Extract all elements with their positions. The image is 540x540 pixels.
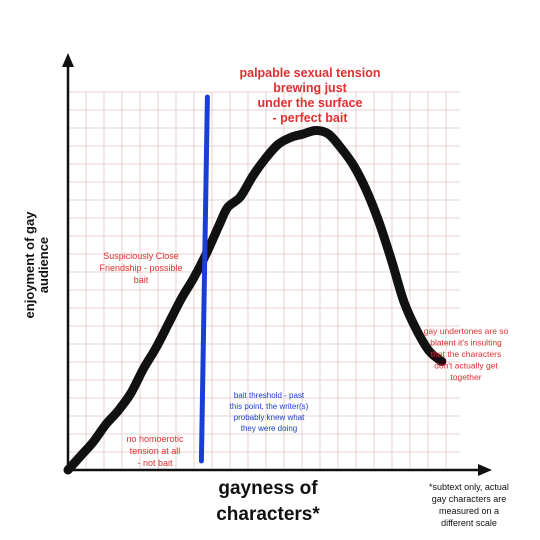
footnote-line: gay characters are [432,494,507,504]
bait-threshold-line [198,94,210,464]
annotation-bait-threshold-line: they were doing [241,424,297,433]
axes [62,53,492,476]
annotation-bait-threshold-line: bait threshold - past [234,391,305,400]
annotation-no-tension-line: no homoerotic [126,434,184,444]
annotation-friendship: Suspiciously Close Friendship - possible b… [99,251,182,285]
annotation-friendship-line: bait [134,275,149,285]
enjoyment-curve [63,126,447,475]
annotation-friendship-line: Friendship - possible [99,263,182,273]
annotation-peak: palpable sexual tension brewing just under… [239,66,380,125]
y-axis-label-line: enjoyment of gay [22,211,37,319]
annotation-peak-line: under the surface [258,96,363,110]
annotation-peak-line: palpable sexual tension [239,66,380,80]
text-layer: palpable sexual tension brewing just under… [22,66,509,528]
y-axis-label-line: audience [36,237,51,293]
annotation-peak-line: - perfect bait [272,111,348,125]
footnote-line: *subtext only, actual [429,482,509,492]
annotation-undertones-line: blatent it's insulting [430,338,502,348]
annotation-undertones-line: that the characters [431,349,501,359]
annotation-undertones: gay undertones are so blatent it's insult… [424,326,509,382]
annotation-no-tension-line: - not bait [137,458,173,468]
x-axis-arrowhead [478,464,492,476]
annotation-peak-line: brewing just [273,81,347,95]
x-axis-label-line: characters* [216,504,320,525]
footnote-line: measured on a [439,506,499,516]
annotation-bait-threshold: bait threshold - past this point, the wri… [230,391,309,433]
annotation-undertones-line: together [450,372,481,382]
annotation-bait-threshold-line: probably knew what [234,413,305,422]
annotation-undertones-line: gay undertones are so [424,326,509,336]
annotation-undertones-line: don't actually get [434,361,498,371]
annotation-no-tension: no homoerotic tension at all - not bait [126,434,184,468]
grid [68,91,460,470]
annotation-bait-threshold-line: this point, the writer(s) [230,402,309,411]
y-axis-label: enjoyment of gayaudience [22,211,51,319]
footnote: *subtext only, actual gay characters are m… [429,482,509,528]
x-axis-label-line: gayness of [218,478,318,499]
annotation-friendship-line: Suspiciously Close [103,251,179,261]
threshold-layer [198,94,210,464]
x-axis-label: gayness of characters* [216,478,320,525]
footnote-line: different scale [441,518,497,528]
y-axis-arrowhead [62,53,74,67]
curve-layer [63,126,447,475]
annotation-no-tension-line: tension at all [130,446,181,456]
